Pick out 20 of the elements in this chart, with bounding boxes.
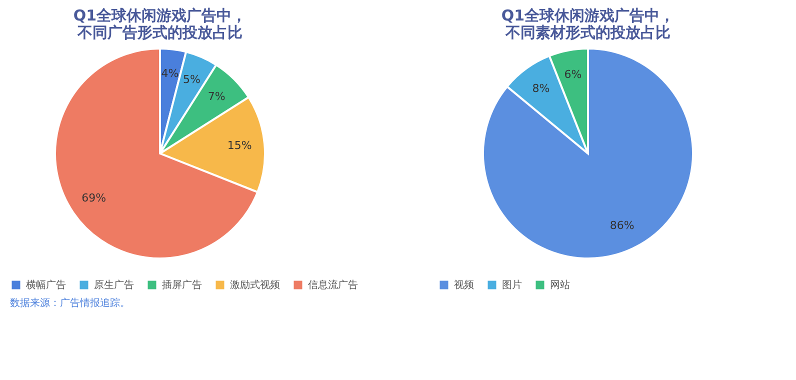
data-label: 5% — [183, 73, 200, 86]
data-label: 86% — [610, 218, 634, 232]
data-label: 4% — [161, 67, 179, 80]
source-note: 数据来源：广告情报追踪。 — [10, 297, 130, 309]
legend-label: 信息流广告 — [308, 279, 358, 291]
data-label: 7% — [208, 90, 226, 103]
data-label: 6% — [564, 68, 582, 81]
legend-label: 原生广告 — [94, 279, 134, 291]
data-label: 69% — [82, 191, 106, 204]
chart-title: Q1全球休闲游戏广告中，不同素材形式的投放占比 — [501, 6, 675, 42]
pie-slice — [482, 48, 694, 260]
legend-label: 视频 — [454, 279, 474, 291]
chart-title: Q1全球休闲游戏广告中，不同广告形式的投放占比 — [73, 6, 247, 42]
legend-label: 插屏广告 — [162, 279, 202, 291]
legend-label: 网站 — [550, 279, 570, 291]
data-label: 8% — [532, 82, 550, 95]
legend-label: 横幅广告 — [26, 279, 66, 291]
data-label: 15% — [227, 138, 252, 152]
legend-label: 激励式视频 — [230, 279, 280, 291]
legend-label: 图片 — [502, 279, 522, 291]
